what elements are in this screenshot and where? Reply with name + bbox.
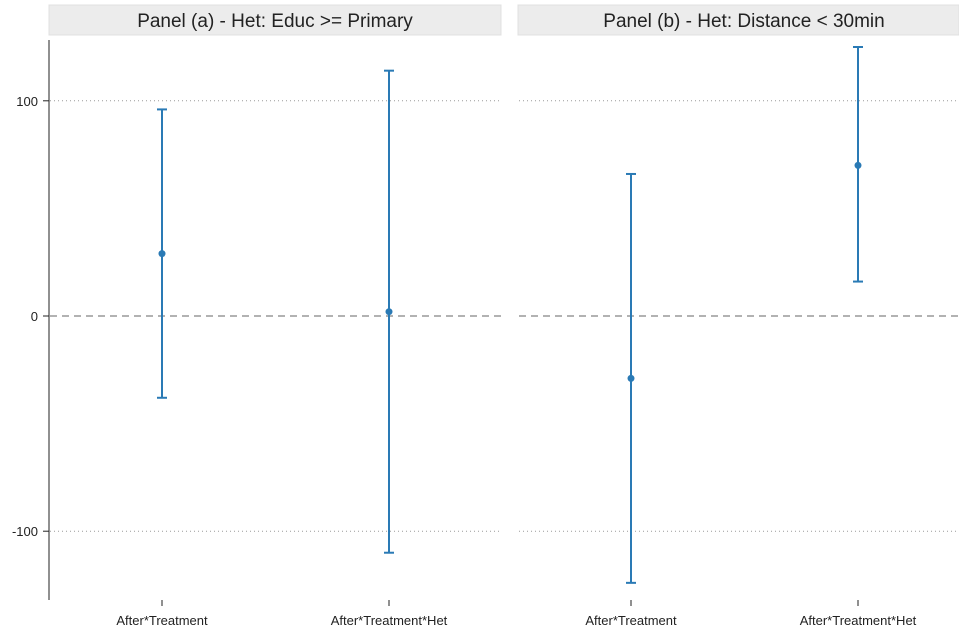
- panel-b-gridlines: [519, 100, 959, 532]
- panel-b-x-categories: After*Treatment After*Treatment*Het: [585, 600, 917, 628]
- y-tick-label-2: 100: [16, 94, 38, 109]
- panel-a-title: Panel (a) - Het: Educ >= Primary: [137, 11, 413, 32]
- panel-b-marks: [626, 46, 863, 584]
- panel-a-y-ticks: -100 0 100: [12, 94, 49, 539]
- panel-a-gridlines: [50, 100, 501, 532]
- panel-a-estimate-point-1: [385, 308, 393, 316]
- panel-b-estimate-point-0: [627, 374, 635, 382]
- panel-b-category-0: After*Treatment: [585, 613, 677, 628]
- panel-b-category-1: After*Treatment*Het: [800, 613, 917, 628]
- panel-a-category-0: After*Treatment: [116, 613, 208, 628]
- panel-a-title-strip: [48, 4, 502, 36]
- panel-a-category-1: After*Treatment*Het: [331, 613, 448, 628]
- panel-a-x-categories: After*Treatment After*Treatment*Het: [116, 600, 448, 628]
- panel-b-title-strip: [517, 4, 959, 36]
- panel-a-estimate-point-0: [158, 250, 166, 258]
- panel-a: Panel (a) - Het: Educ >= Primary -100 0 10…: [12, 4, 502, 628]
- panel-b: Panel (b) - Het: Distance < 30min After*…: [517, 4, 959, 628]
- panel-b-estimate-point-1: [854, 161, 862, 169]
- panel-b-title: Panel (b) - Het: Distance < 30min: [603, 11, 884, 32]
- y-tick-label-1: 0: [31, 309, 38, 324]
- panel-a-marks: [157, 69, 394, 554]
- y-tick-label-0: -100: [12, 524, 38, 539]
